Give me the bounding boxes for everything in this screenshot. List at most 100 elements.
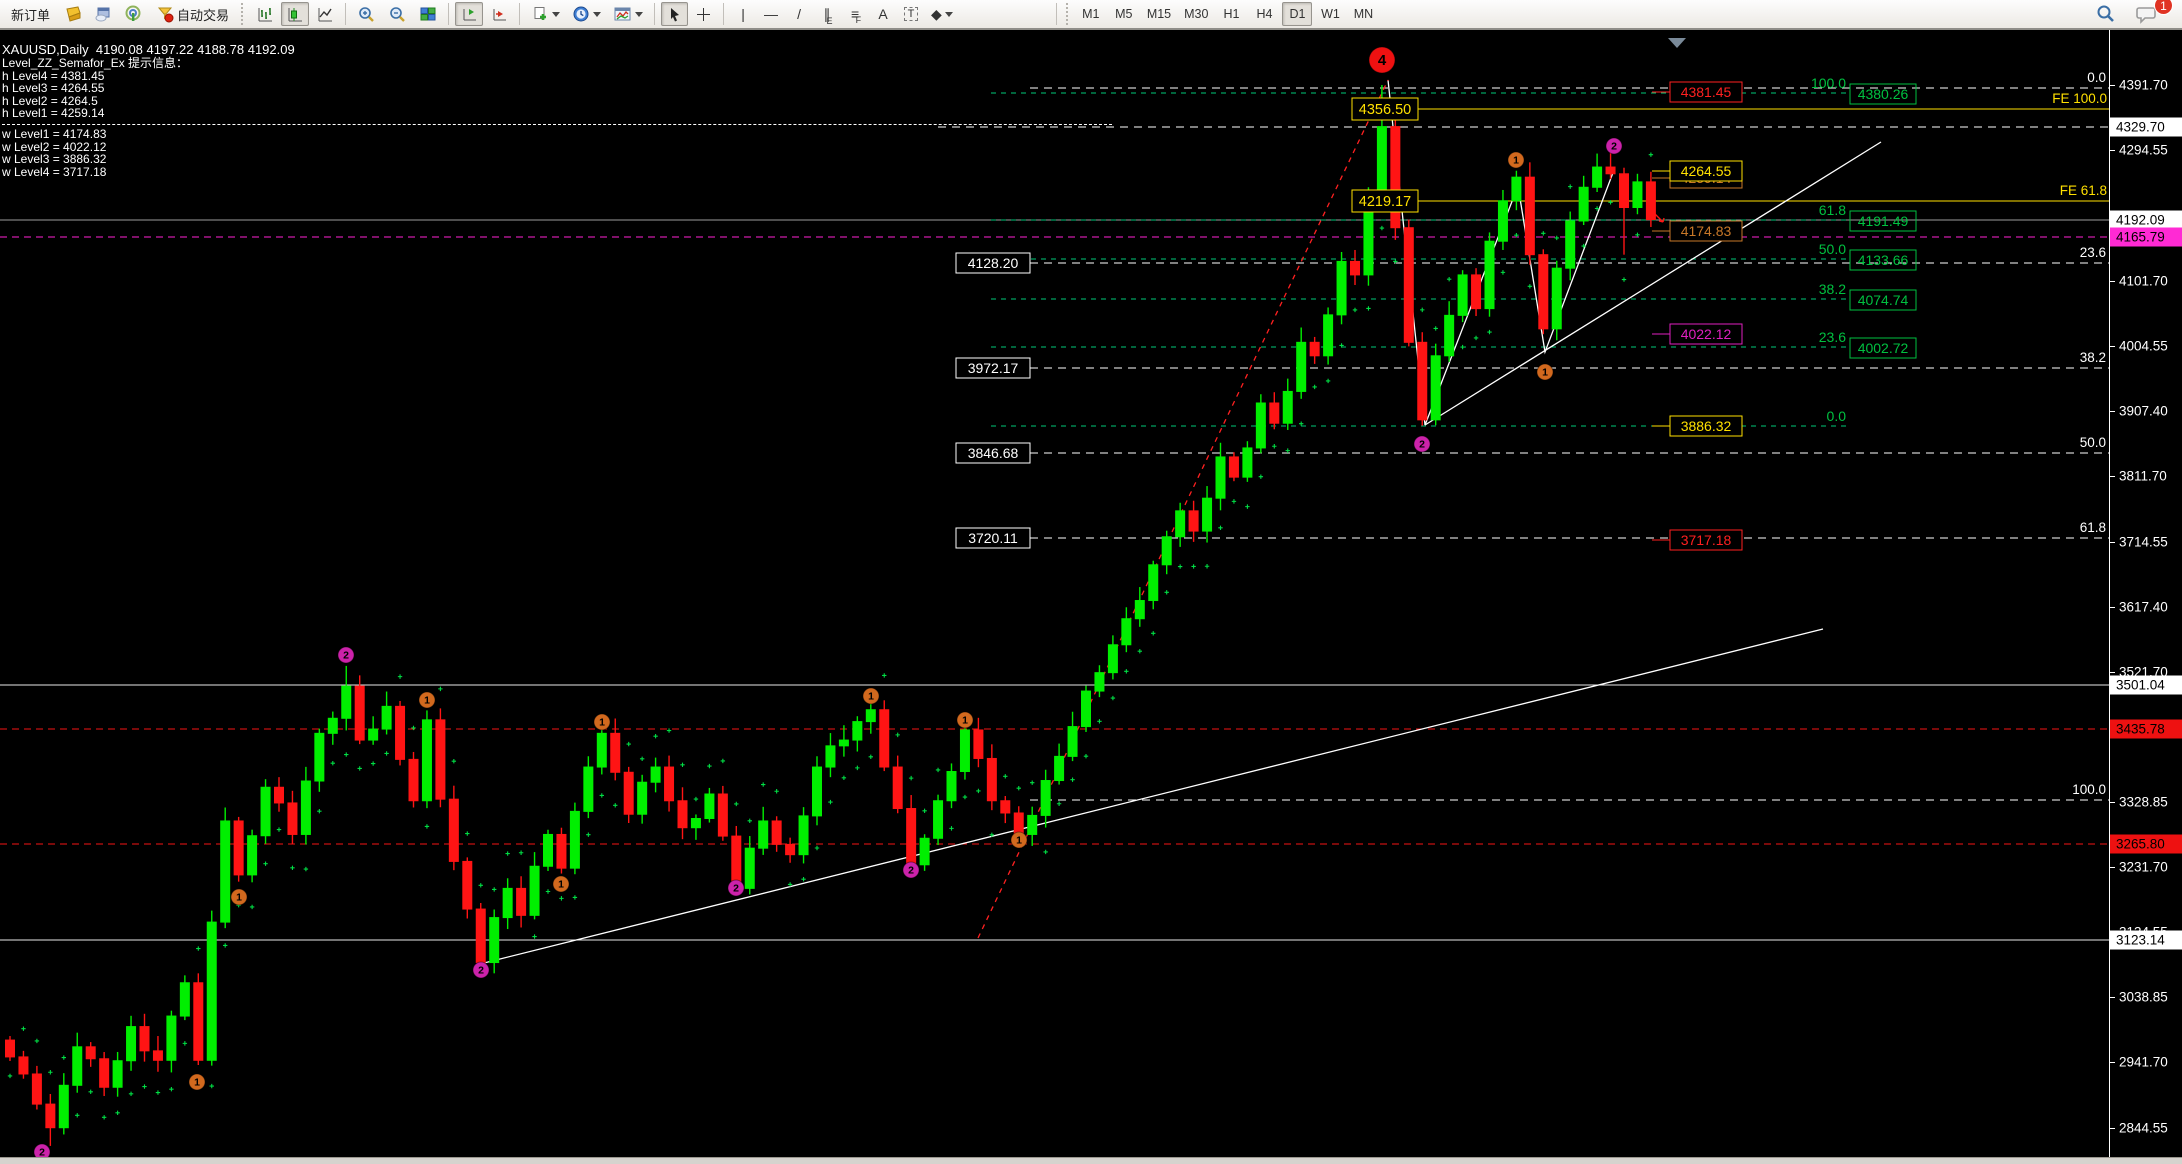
candle-body xyxy=(421,719,432,802)
candle-body xyxy=(919,837,930,866)
candle-body xyxy=(1027,814,1038,835)
timeframe-m15[interactable]: M15 xyxy=(1146,7,1172,21)
search-button[interactable] xyxy=(2090,2,2122,26)
candle-body xyxy=(1323,314,1334,357)
add-object-button[interactable] xyxy=(526,2,565,26)
candle-body xyxy=(556,833,567,869)
zoom-in-button[interactable] xyxy=(352,2,381,26)
axis-tick-label: 3811.70 xyxy=(2119,468,2167,484)
semafor-label: 2 xyxy=(39,1147,45,1158)
candle-body xyxy=(933,800,944,839)
equidistant-channel-button[interactable]: ∥ E xyxy=(814,2,840,26)
fib-percent-label: 38.2 xyxy=(2080,350,2106,365)
autotrading-button[interactable]: 自动交易 xyxy=(149,2,236,26)
level-box-label: 3886.32 xyxy=(1681,418,1732,434)
tile-windows-button[interactable] xyxy=(414,2,442,26)
candle-body xyxy=(973,729,984,759)
candlestick-chart-button[interactable] xyxy=(281,2,310,26)
zoom-out-button[interactable] xyxy=(383,2,412,26)
sar-dot xyxy=(545,889,551,894)
signals-radar-icon[interactable] xyxy=(119,2,147,26)
timeframe-d1[interactable]: D1 xyxy=(1282,2,1313,26)
axis-price-box: 3501.04 xyxy=(2110,675,2182,695)
chart-shift-button[interactable] xyxy=(455,2,484,26)
timeframe-m30[interactable]: M30 xyxy=(1184,7,1209,21)
chart-window-icon[interactable] xyxy=(59,2,87,26)
candle-body xyxy=(1511,176,1522,202)
level-box-label: 4381.45 xyxy=(1681,84,1732,100)
chart-canvas[interactable]: 4128.203972.173846.683720.114259.144381.… xyxy=(0,30,2109,1157)
candle-body xyxy=(959,729,970,773)
candle-body xyxy=(126,1026,137,1062)
candle-body xyxy=(1013,812,1024,835)
candle-body xyxy=(1632,181,1643,208)
cursor-button[interactable] xyxy=(661,2,689,26)
timeframe-m1[interactable]: M1 xyxy=(1082,7,1100,21)
candle-body xyxy=(1067,726,1078,757)
chart-window-icon-img xyxy=(66,6,81,22)
timeframe-w1[interactable]: W1 xyxy=(1321,7,1340,21)
line-chart-button[interactable] xyxy=(311,2,339,26)
terminal-window-icon[interactable] xyxy=(89,2,117,26)
semafor-label: 2 xyxy=(908,865,914,877)
timeframe-mn[interactable]: MN xyxy=(1353,7,1374,21)
candle-body xyxy=(1081,690,1091,728)
timeframe-h1[interactable]: H1 xyxy=(1223,7,1240,21)
bar-chart-button[interactable] xyxy=(251,2,279,26)
periods-clock-button[interactable] xyxy=(567,2,606,26)
crosshair-button[interactable] xyxy=(690,2,717,26)
semafor-2 xyxy=(472,961,490,979)
fib-value-label: 4380.26 xyxy=(1858,86,1909,102)
sar-dot xyxy=(155,1090,161,1095)
price-label: 3720.11 xyxy=(968,530,1018,546)
axis-tick-label: 3231.70 xyxy=(2119,859,2168,875)
fib-percent-label: 100.0 xyxy=(2072,782,2106,797)
semafor-label: 1 xyxy=(962,715,968,727)
text-button[interactable]: A xyxy=(870,2,896,26)
candle-body xyxy=(341,685,352,719)
sar-dot xyxy=(1352,307,1358,313)
horizontal-line-button[interactable]: — xyxy=(758,2,784,26)
candle-body xyxy=(502,887,513,919)
sar-dot xyxy=(1272,444,1277,449)
new-order-button[interactable]: 新订单 xyxy=(11,7,51,23)
sar-dot xyxy=(613,803,618,808)
sar-dot xyxy=(1621,277,1627,282)
sar-dot xyxy=(249,904,255,910)
sar-dot xyxy=(115,1110,120,1116)
candle-body xyxy=(274,786,284,804)
timeframe-h4[interactable]: H4 xyxy=(1256,7,1273,21)
candle-body xyxy=(193,982,204,1061)
sar-dot xyxy=(747,818,752,824)
sar-dot xyxy=(1003,774,1008,779)
indicators-button[interactable] xyxy=(608,2,648,26)
notifications-button[interactable]: 1 xyxy=(2130,0,2173,26)
sar-dot xyxy=(666,728,672,733)
fe-label: FE 61.8 xyxy=(2060,183,2107,198)
fibonacci-retracement-button[interactable]: ≡ F xyxy=(842,2,868,26)
trendline-button[interactable]: / xyxy=(786,2,812,26)
arrows-button[interactable]: ◆ xyxy=(926,2,958,26)
horizontal-line-icon: — xyxy=(764,6,779,22)
bottom-edge xyxy=(0,1157,2182,1164)
sar-dot xyxy=(276,827,282,832)
sar-dot xyxy=(128,1091,134,1096)
text-label-button[interactable]: T xyxy=(898,2,924,26)
notification-badge: 1 xyxy=(2154,0,2173,15)
axis-price-box: 4165.79 xyxy=(2110,227,2182,247)
candle-body xyxy=(139,1026,150,1052)
timeframe-m5[interactable]: M5 xyxy=(1115,7,1133,21)
axis-tick-label: 4391.70 xyxy=(2119,77,2168,93)
candle-body xyxy=(5,1039,15,1058)
semafor-2 xyxy=(727,879,745,897)
vertical-line-button[interactable]: | xyxy=(730,2,756,26)
auto-scroll-button[interactable] xyxy=(485,2,513,26)
level-box xyxy=(1669,529,1743,551)
trendline-icon: / xyxy=(797,6,801,22)
price-axis[interactable]: 4391.70 4294.55 4101.70 4004.55 3907.40 3811.… xyxy=(2109,30,2182,1157)
fib-percent-label: 50.0 xyxy=(2080,435,2106,450)
axis-price-box: 4192.09 xyxy=(2110,210,2182,230)
candle-body xyxy=(85,1046,96,1060)
candle-body xyxy=(1296,341,1307,392)
semafor-2 xyxy=(1605,137,1623,155)
